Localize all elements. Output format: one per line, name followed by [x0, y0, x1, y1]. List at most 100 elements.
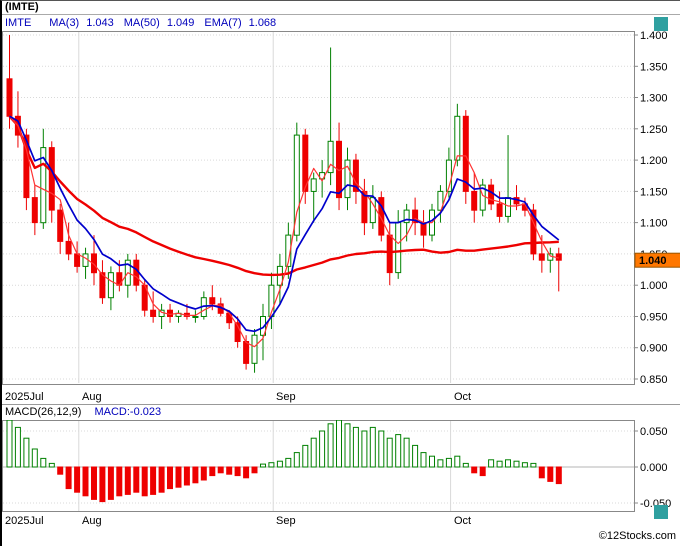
y-axis-label: 1.150 [640, 186, 668, 198]
macd-y-label: 0.000 [640, 462, 668, 474]
last-price-tag: 1.040 [634, 252, 680, 268]
macd-value: MACD:-0.023 [94, 406, 162, 418]
x-axis-label: Sep [276, 391, 296, 403]
candle-body [412, 209, 419, 224]
candle-body [538, 253, 545, 261]
legend-ema7-label: EMA(7) [204, 17, 242, 29]
legend-ma3-value: 1.043 [86, 17, 114, 29]
macd-bar-negative [183, 466, 190, 486]
macd-bar-negative [91, 466, 97, 500]
macd-bar-negative [217, 466, 224, 474]
macd-bar-negative [74, 466, 81, 493]
macd-bar-positive [40, 457, 47, 468]
price-chart: 1.4001.3501.3001.2501.2001.1501.1001.050… [2, 31, 680, 386]
macd-y-label: 0.050 [640, 426, 668, 438]
candle-body [107, 272, 114, 299]
candle-body [48, 147, 55, 211]
y-axis-label: 1.250 [640, 124, 668, 136]
y-axis-label: 0.850 [640, 374, 668, 386]
macd-bar-positive [420, 452, 427, 468]
ticker-title: (IMTE) [2, 1, 680, 15]
macd-title: MACD(26,12,9) [5, 406, 82, 418]
candle-body [454, 115, 461, 161]
macd-bar-negative [555, 466, 562, 485]
ma3-line [9, 115, 559, 348]
plot-border [2, 31, 635, 385]
candle-body [471, 190, 478, 211]
y-axis-label: 1.100 [640, 218, 668, 230]
macd-bar-positive [369, 426, 376, 468]
candle-body [530, 209, 537, 255]
macd-bar-positive [521, 462, 528, 468]
macd-bar-negative [99, 466, 106, 503]
candle-body [74, 253, 81, 267]
candle-body [302, 134, 309, 192]
macd-bar-negative [226, 466, 233, 475]
macd-bar-negative [167, 466, 173, 490]
macd-bar-negative [57, 466, 64, 475]
macd-bar-negative [251, 466, 258, 474]
candle-body [310, 178, 317, 192]
legend-ma50-label: MA(50) [123, 17, 160, 29]
candle-body [462, 115, 469, 192]
macd-bar-negative [158, 466, 165, 493]
macd-bar-positive [530, 462, 537, 468]
candle-body [437, 190, 444, 211]
candle-body [40, 147, 47, 224]
candle-body [496, 203, 503, 217]
macd-bar-negative [150, 466, 157, 495]
candle-body [488, 184, 495, 205]
site-credit: ©12Stocks.com [598, 530, 676, 542]
y-axis-label: 1.000 [640, 280, 668, 292]
candle-body [260, 316, 266, 336]
x-axis-label: 2025Jul [5, 515, 44, 527]
scrollbar-button-top[interactable] [654, 17, 668, 31]
macd-bar-negative [141, 466, 148, 497]
macd-bar-negative [65, 466, 72, 490]
candle-body [31, 197, 38, 224]
x-axis-label: Oct [454, 391, 472, 403]
macd-bar-positive [454, 455, 461, 468]
macd-bar-positive [14, 426, 21, 468]
candle-body [369, 197, 376, 224]
candle-body [378, 197, 385, 236]
macd-bar-positive [437, 459, 444, 468]
macd-bar-positive [336, 420, 342, 468]
candle-body [395, 222, 402, 274]
macd-bar-positive [23, 437, 30, 468]
macd-bar-positive [505, 459, 511, 468]
macd-bar-positive [293, 452, 300, 468]
candle-body [82, 253, 89, 267]
candle-body [327, 140, 334, 174]
ema7-line [9, 115, 560, 333]
scrollbar-button-bottom[interactable] [654, 505, 668, 519]
macd-bar-positive [395, 434, 402, 468]
macd-bar-positive [319, 430, 326, 468]
macd-bar-positive [344, 423, 351, 468]
macd-bar-positive [488, 459, 495, 468]
macd-bar-positive [429, 455, 435, 468]
y-axis-label: 0.950 [640, 312, 668, 324]
candle-body [251, 334, 258, 364]
x-axis-label: 2025Jul [5, 391, 44, 403]
macd-bar-positive [276, 460, 283, 468]
y-axis-label: 1.400 [640, 31, 668, 42]
macd-bar-positive [352, 426, 359, 468]
macd-bar-negative [192, 466, 199, 484]
macd-bar-positive [48, 462, 55, 468]
macd-bar-positive [302, 444, 309, 468]
macd-bar-positive [462, 462, 469, 468]
macd-bar-positive [378, 430, 385, 468]
y-axis-label: 1.200 [640, 155, 668, 167]
macd-bar-negative [471, 466, 478, 474]
macd-bar-positive [260, 463, 266, 468]
macd-bar-positive [513, 460, 520, 468]
macd-bar-positive [361, 430, 368, 468]
macd-bar-negative [133, 466, 140, 493]
candle-body [479, 184, 486, 211]
macd-bar-negative [547, 466, 554, 482]
candle-body [209, 297, 216, 305]
macd-bar-negative [234, 466, 241, 477]
